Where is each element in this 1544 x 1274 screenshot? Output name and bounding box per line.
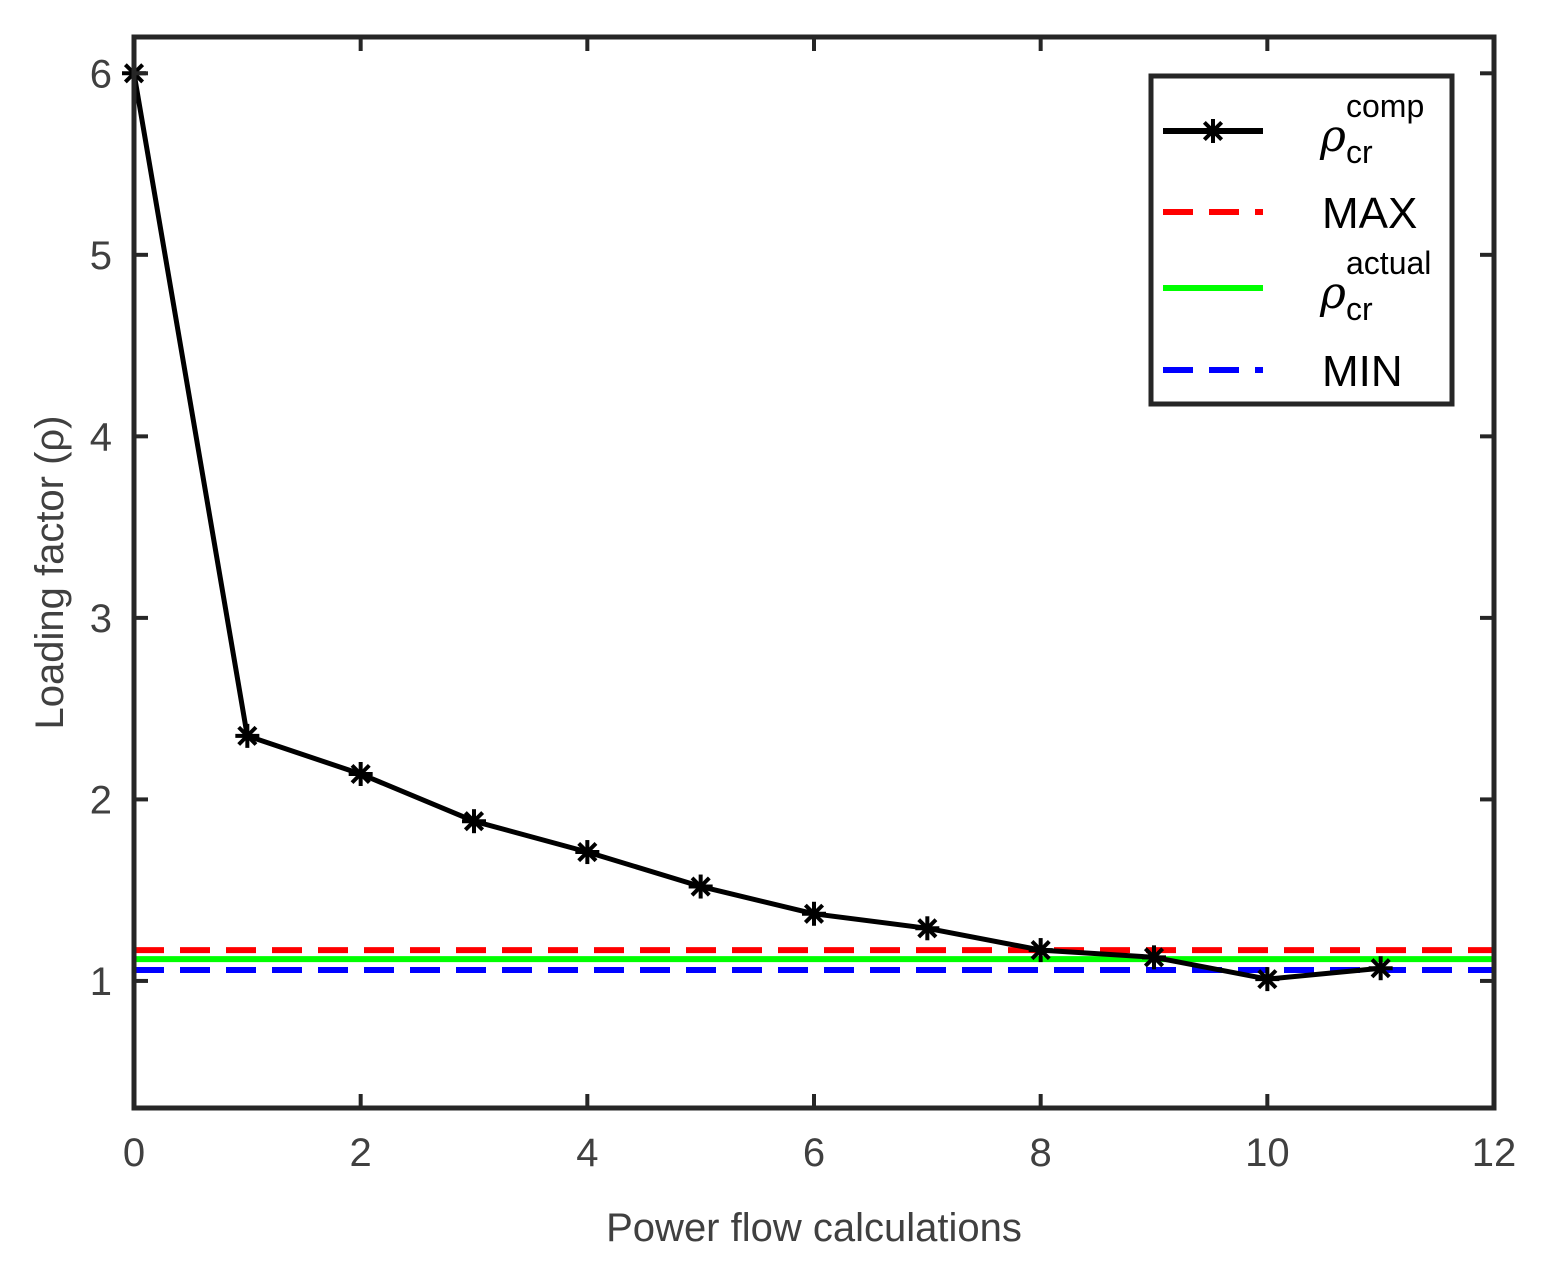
data-point: [802, 901, 826, 926]
legend-box: [1148, 73, 1455, 407]
y-tick-label: 5: [90, 234, 112, 278]
x-axis-label: Power flow calculations: [606, 1206, 1022, 1250]
y-axis-label: Loading factor (ρ): [28, 415, 72, 729]
legend-label: MIN: [1322, 347, 1403, 396]
data-point: [1255, 967, 1280, 992]
data-point: [688, 874, 713, 899]
reference-lines: [134, 947, 1494, 974]
x-tick-label: 4: [576, 1131, 598, 1175]
y-tick-label: 2: [90, 778, 112, 822]
data-point: [575, 840, 600, 865]
x-tick-label: 2: [350, 1131, 372, 1175]
y-tick-label: 4: [90, 415, 112, 459]
data-point: [1368, 956, 1393, 981]
legend-symbol: ρ: [1319, 111, 1346, 162]
y-tick-label: 6: [90, 52, 112, 96]
legend-subscript: cr: [1346, 291, 1373, 327]
legend-superscript: actual: [1346, 245, 1431, 281]
legend-subscript: cr: [1346, 134, 1373, 170]
legend-entry: MAX: [1163, 189, 1417, 238]
data-point: [1028, 938, 1053, 963]
legend-entry: MIN: [1163, 347, 1403, 396]
series-line-rho-cr-comp: [131, 72, 1381, 982]
x-tick-label: 6: [803, 1131, 825, 1175]
x-tick-label: 0: [123, 1131, 145, 1175]
data-point: [348, 761, 373, 786]
x-tick-label: 10: [1245, 1131, 1290, 1175]
legend-label: MAX: [1322, 189, 1417, 238]
data-point: [462, 809, 486, 834]
y-tick-label: 3: [90, 597, 112, 641]
legend-marker: [1201, 119, 1225, 143]
legend-symbol: ρ: [1319, 268, 1346, 319]
legend-superscript: comp: [1346, 88, 1424, 124]
x-tick-label: 8: [1030, 1131, 1052, 1175]
data-point: [915, 916, 940, 941]
y-tick-label: 1: [90, 960, 112, 1004]
data-point: [235, 723, 260, 748]
data-point: [1142, 945, 1166, 970]
x-tick-label: 12: [1472, 1131, 1517, 1175]
